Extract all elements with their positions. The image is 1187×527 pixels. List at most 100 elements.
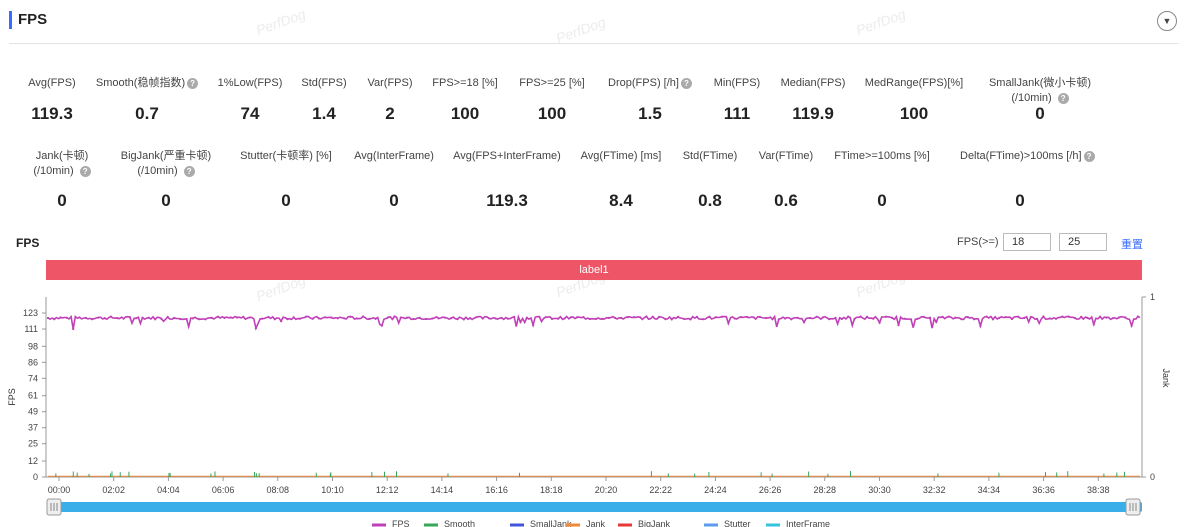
x-tick-label: 00:00 bbox=[48, 485, 71, 495]
help-icon[interactable]: ? bbox=[1057, 92, 1069, 104]
metric-unit-text: (/10min) bbox=[33, 165, 74, 177]
fps-point bbox=[368, 317, 371, 320]
legend-item-interframe[interactable]: InterFrame bbox=[766, 519, 830, 527]
fps-point bbox=[116, 317, 119, 320]
metric-label-text: Min(FPS) bbox=[713, 77, 761, 89]
label-bar[interactable]: label1 bbox=[46, 260, 1142, 280]
metric-value: 100 bbox=[450, 104, 480, 123]
fps-point bbox=[1092, 323, 1095, 326]
fps-point bbox=[601, 317, 604, 320]
fps-point bbox=[790, 318, 793, 321]
fps-point bbox=[595, 317, 598, 320]
legend-item-smalljank[interactable]: SmallJank bbox=[510, 519, 572, 527]
legend-item-stutter[interactable]: Stutter bbox=[704, 519, 751, 527]
fps-point bbox=[261, 317, 264, 320]
legend-label: Jank bbox=[586, 519, 606, 527]
fps-point bbox=[242, 315, 245, 318]
metric-label: Avg(FPS) bbox=[0, 76, 107, 91]
fps-point bbox=[639, 316, 642, 319]
fps-point bbox=[676, 315, 680, 318]
fps-point bbox=[298, 317, 302, 320]
y-tick-label: 12 bbox=[28, 456, 38, 466]
fps-point bbox=[828, 318, 831, 321]
fps-point bbox=[424, 317, 428, 321]
fps-point bbox=[620, 316, 623, 320]
x-tick-label: 04:04 bbox=[157, 485, 180, 495]
fps-point bbox=[532, 324, 535, 327]
fps-point bbox=[550, 317, 554, 320]
metric-label: FTime>=100ms [%] bbox=[822, 149, 942, 164]
chevron-down-icon[interactable]: ▼ bbox=[1157, 11, 1177, 31]
fps-point bbox=[172, 316, 176, 320]
fps-point bbox=[399, 316, 402, 319]
metric-avg-ftime-ms: Avg(FTime) [ms] 8.4 bbox=[561, 149, 681, 215]
fps-point bbox=[683, 317, 686, 321]
fps-point bbox=[651, 315, 654, 318]
y-tick-label: 37 bbox=[28, 423, 38, 433]
x-tick-label: 26:26 bbox=[759, 485, 782, 495]
fps-point bbox=[97, 316, 100, 319]
fps-point bbox=[557, 317, 560, 320]
fps-threshold-1-input[interactable] bbox=[1003, 233, 1051, 251]
fps-point bbox=[1017, 315, 1020, 318]
help-icon[interactable]: ? bbox=[187, 77, 199, 89]
help-icon[interactable]: ? bbox=[183, 165, 195, 177]
fps-point bbox=[872, 317, 875, 320]
fps-point bbox=[53, 318, 56, 321]
y2-tick-label: 1 bbox=[1150, 292, 1155, 302]
legend-item-bigjank[interactable]: BigJank bbox=[618, 519, 671, 527]
metric-label-text: Median(FPS) bbox=[780, 77, 846, 89]
metric-value: 0 bbox=[877, 191, 887, 210]
metric-bigjank: BigJank(严重卡顿) (/10min)? 0 bbox=[106, 149, 226, 215]
x-tick-label: 18:18 bbox=[540, 485, 563, 495]
metric-fps-25: FPS>=25 [%] 100 bbox=[497, 76, 607, 128]
metric-label: Var(FPS) bbox=[335, 76, 445, 91]
fps-point bbox=[979, 324, 982, 328]
metric-drop-fps-h: Drop(FPS) [/h]? 1.5 bbox=[595, 76, 705, 128]
y2-tick-label: 0 bbox=[1150, 472, 1155, 482]
metric-value: 2 bbox=[385, 104, 395, 123]
legend-item-jank[interactable]: Jank bbox=[566, 519, 606, 527]
fps-threshold-2-input[interactable] bbox=[1059, 233, 1107, 251]
fps-point bbox=[1036, 317, 1039, 320]
x-tick-label: 20:20 bbox=[595, 485, 618, 495]
fps-point bbox=[147, 316, 150, 319]
fps-point bbox=[1023, 316, 1026, 319]
fps-point bbox=[91, 318, 94, 321]
fps-point bbox=[185, 318, 188, 321]
metric-1-low-fps: 1%Low(FPS) 74 bbox=[195, 76, 305, 128]
help-icon[interactable]: ? bbox=[79, 165, 91, 177]
x-tick-label: 06:06 bbox=[212, 485, 235, 495]
fps-point bbox=[84, 316, 87, 319]
fps-point bbox=[179, 317, 182, 321]
fps-point bbox=[494, 317, 497, 320]
x-tick-label: 34:34 bbox=[978, 485, 1001, 495]
fps-point bbox=[456, 318, 459, 321]
fps-point bbox=[582, 316, 585, 319]
help-icon[interactable]: ? bbox=[1083, 150, 1095, 162]
fps-point bbox=[1099, 315, 1102, 318]
x-tick-label: 38:38 bbox=[1087, 485, 1110, 495]
fps-point bbox=[588, 317, 591, 321]
fps-point bbox=[1124, 316, 1127, 319]
help-icon[interactable]: ? bbox=[680, 77, 692, 89]
fps-point bbox=[355, 317, 358, 320]
fps-point bbox=[727, 322, 730, 325]
fps-point bbox=[563, 317, 566, 320]
metric-label: Var(FTime) bbox=[726, 149, 846, 164]
metric-value: 0 bbox=[57, 191, 67, 210]
fps-point bbox=[141, 316, 144, 319]
fps-point bbox=[487, 317, 491, 320]
time-range-slider[interactable] bbox=[47, 502, 1142, 512]
reset-link[interactable]: 重置 bbox=[1121, 239, 1143, 251]
title-accent-bar bbox=[9, 11, 12, 29]
x-tick-label: 12:12 bbox=[376, 485, 399, 495]
legend-item-fps[interactable]: FPS bbox=[372, 519, 410, 527]
y-tick-label: 49 bbox=[28, 407, 38, 417]
fps-point bbox=[1105, 316, 1108, 319]
legend-item-smooth[interactable]: Smooth bbox=[424, 519, 475, 527]
fps-point bbox=[758, 315, 762, 319]
fps-point bbox=[916, 317, 919, 320]
metric-var-fps: Var(FPS) 2 bbox=[335, 76, 445, 128]
fps-point bbox=[65, 316, 68, 319]
